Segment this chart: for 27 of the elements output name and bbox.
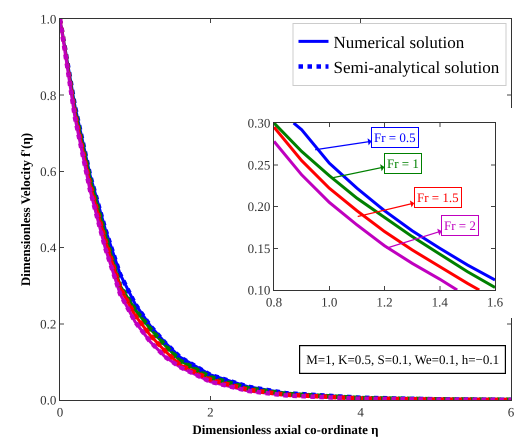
x-tick-label: 0 — [56, 404, 64, 420]
y-tick-label: 0.15 — [248, 240, 270, 256]
y-tick-label: 0.20 — [248, 199, 270, 214]
x-tick-label: 1.0 — [321, 294, 338, 310]
x-tick-label: 1.4 — [432, 294, 448, 310]
annotation: Fr = 0.5 — [374, 130, 416, 145]
annotation: Fr = 1.5 — [417, 190, 459, 205]
legend-label: Numerical solution — [333, 32, 465, 52]
y-tick-label: 0.4 — [40, 240, 57, 256]
y-tick-label: 0.30 — [248, 116, 270, 131]
y-tick-label: 0.25 — [248, 157, 270, 172]
x-tick-label: 6 — [508, 404, 515, 420]
x-tick-label: 4 — [357, 404, 364, 420]
legend-label: Semi-analytical solution — [333, 58, 500, 78]
x-tick-label: 2 — [207, 404, 214, 420]
x-tick-label: 1.6 — [486, 294, 504, 310]
y-tick-label: 0.8 — [40, 88, 56, 103]
annotation: Fr = 2 — [444, 218, 476, 233]
x-tick-label: 1.2 — [376, 294, 393, 310]
y-axis-title: Dimensionless Velocity f'(η) — [18, 132, 34, 286]
annotation: M=1, K=0.5, S=0.1, We=0.1, h=−0.1 — [306, 352, 500, 368]
y-tick-label: 0.2 — [40, 316, 56, 332]
y-tick-label: 0.0 — [40, 392, 56, 408]
y-tick-label: 1.0 — [40, 12, 56, 27]
x-axis-title: Dimensionless axial co-ordinate η — [192, 422, 379, 438]
y-tick-label: 0.6 — [40, 164, 57, 179]
annotation: Fr = 1 — [387, 156, 419, 171]
